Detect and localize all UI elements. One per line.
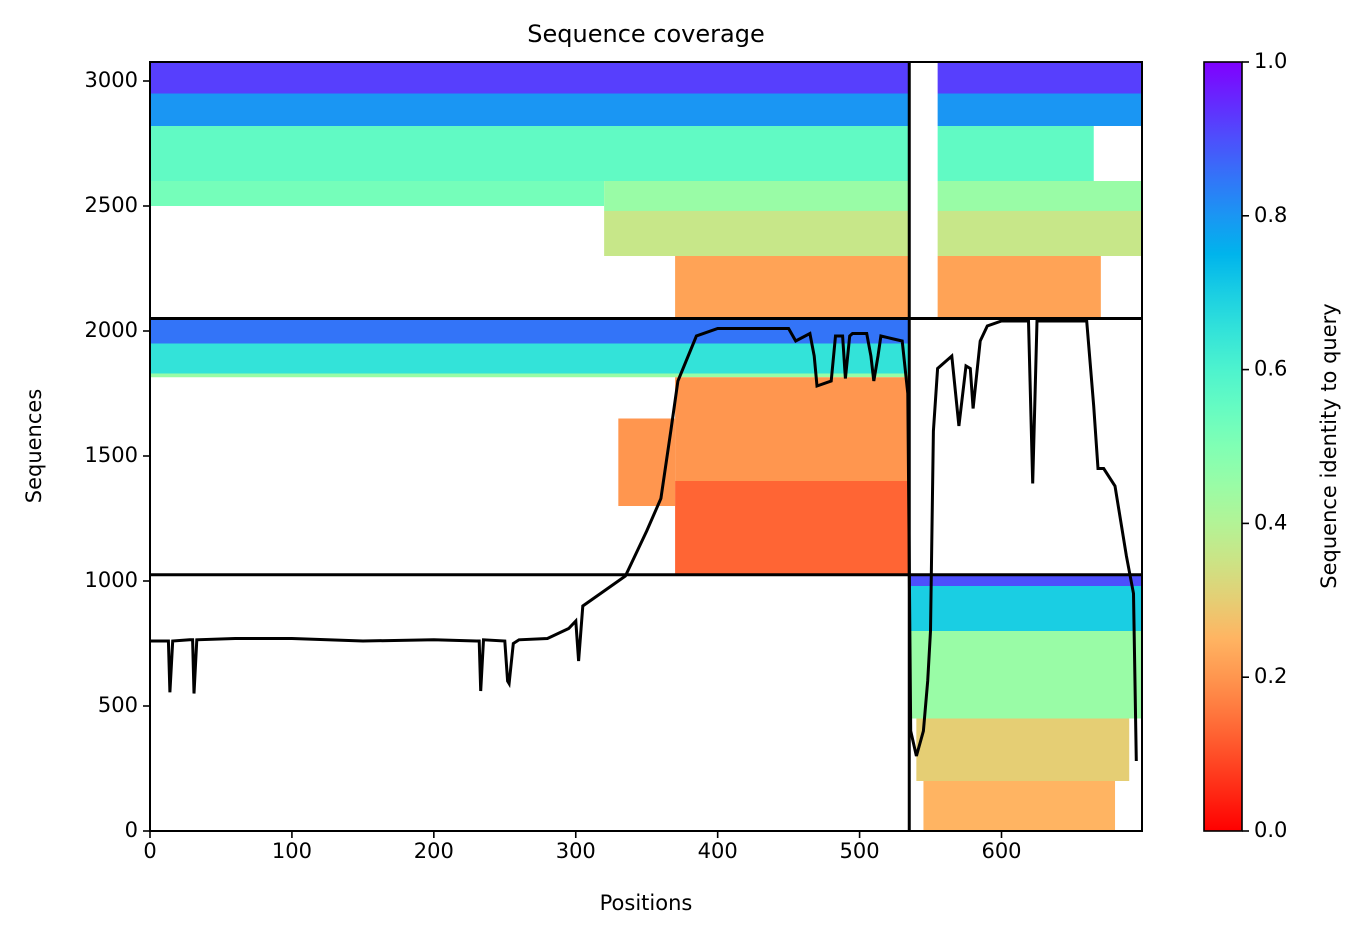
y-axis-label: Sequences [22, 389, 46, 504]
coverage-band [923, 781, 1116, 831]
coverage-band [150, 181, 605, 206]
colorbar-tick-label: 0.2 [1254, 664, 1287, 688]
colorbar-tick-label: 0.6 [1254, 357, 1287, 381]
x-tick-label: 400 [698, 839, 738, 863]
y-tick-label: 1500 [85, 443, 138, 467]
y-tick-label: 1000 [85, 568, 138, 592]
y-tick-label: 0 [125, 818, 138, 842]
y-tick-label: 2500 [85, 193, 138, 217]
x-tick-label: 200 [414, 839, 454, 863]
coverage-band [937, 181, 1142, 211]
coverage-band [150, 126, 910, 181]
x-tick-label: 600 [981, 839, 1021, 863]
plot-frame [149, 61, 1143, 832]
chart-title: Sequence coverage [527, 20, 764, 48]
coverage-band [675, 377, 910, 481]
coverage-band [909, 586, 1142, 631]
coverage-band [937, 256, 1101, 319]
x-tick-label: 300 [556, 839, 596, 863]
y-tick-label: 2000 [85, 318, 138, 342]
coverage-band [150, 93, 910, 126]
coverage-band [916, 718, 1130, 781]
colorbar [1203, 61, 1243, 832]
colorbar-tick-label: 1.0 [1254, 49, 1287, 73]
coverage-band [675, 481, 910, 575]
coverage-band [604, 211, 910, 256]
coverage-band [937, 62, 1142, 94]
x-tick-label: 500 [840, 839, 880, 863]
coverage-band [675, 256, 910, 319]
x-tick-label: 100 [272, 839, 312, 863]
coverage-band [909, 631, 1142, 719]
colorbar-tick-label: 0.8 [1254, 203, 1287, 227]
coverage-band [604, 181, 910, 211]
colorbar-tick-label: 0.0 [1254, 818, 1287, 842]
coverage-band [150, 373, 910, 378]
y-tick-label: 500 [98, 693, 138, 717]
coverage-band [150, 343, 910, 374]
coverage-band [937, 126, 1094, 181]
x-tick-label: 0 [143, 839, 156, 863]
coverage-band [909, 574, 1142, 586]
colorbar-label: Sequence identity to query [1317, 303, 1341, 588]
y-tick-label: 3000 [85, 68, 138, 92]
colorbar-tick-label: 0.4 [1254, 510, 1287, 534]
x-axis-label: Positions [600, 891, 693, 915]
coverage-band [150, 62, 910, 94]
coverage-band [150, 318, 910, 344]
coverage-line [150, 319, 1138, 762]
coverage-band [937, 211, 1142, 256]
coverage-band [937, 93, 1142, 126]
